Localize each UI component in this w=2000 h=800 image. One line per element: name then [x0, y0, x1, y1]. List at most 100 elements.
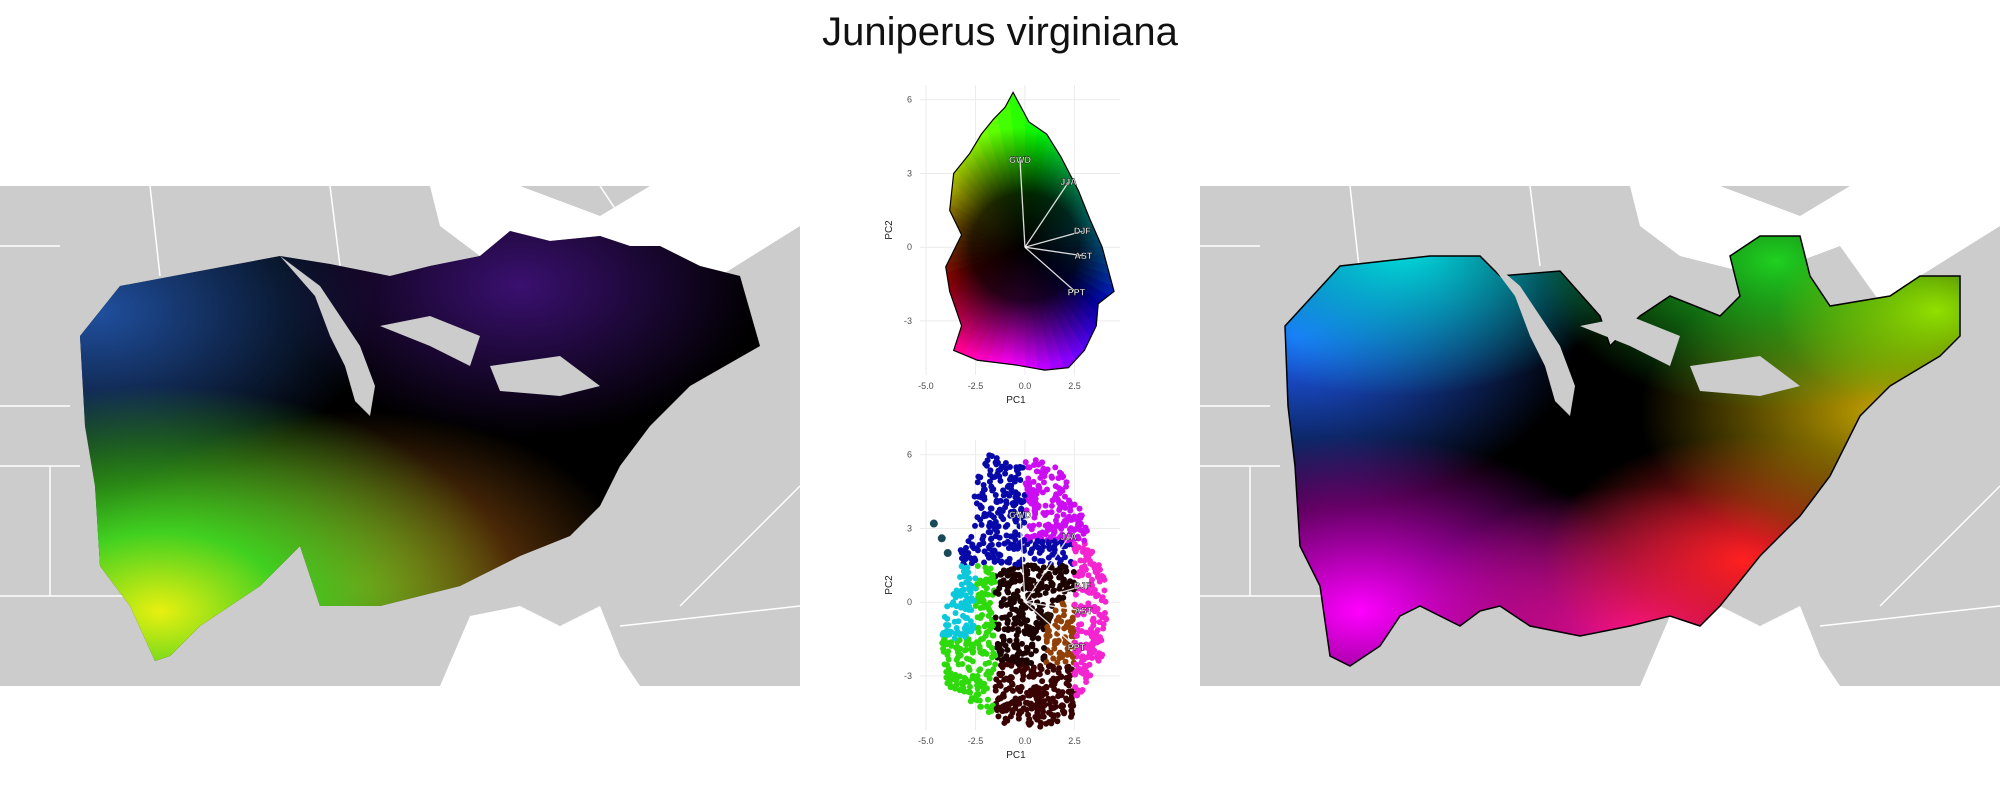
pca-point [1029, 633, 1036, 640]
pca-point [1064, 651, 1071, 658]
pca-point [1034, 537, 1041, 544]
pca-point [1088, 654, 1095, 661]
pca-point [984, 602, 991, 609]
pca-point [1044, 628, 1051, 635]
pca-point [941, 661, 948, 668]
pca-point [1065, 682, 1072, 689]
y-tick-label: 0 [907, 597, 912, 607]
pca-point [1077, 520, 1084, 527]
page-title: Juniperus virginiana [822, 10, 1178, 54]
pca-point [1022, 459, 1029, 466]
y-tick-label: -3 [904, 671, 912, 681]
pca-point [1017, 476, 1024, 483]
pca-point [1050, 655, 1057, 662]
pca-point [1035, 699, 1042, 706]
pca-point [1007, 533, 1014, 540]
pca-point [1022, 627, 1029, 634]
pca-point [945, 656, 952, 663]
pca-point [1042, 522, 1049, 529]
pca-point [986, 607, 993, 614]
great-lake [380, 316, 480, 366]
pca-point [1000, 707, 1007, 714]
pca-biplot-bottom: GWD JJA DJF AST PPT -5.0 -2.5 0.0 2.5 -3 0 3 6 PC1 PC… [884, 440, 1120, 761]
loading-label-djf: DJF [1074, 226, 1092, 236]
loading-vectors: GWD JJA DJF AST PPT [1009, 510, 1093, 653]
x-tick-label: 2.5 [1068, 381, 1081, 391]
pca-point [980, 482, 987, 489]
map-observed-climate [0, 186, 800, 686]
y-tick-label: 0 [907, 242, 912, 252]
map-predicted-climate [1200, 186, 2000, 686]
pca-point [966, 665, 973, 672]
pca-point [958, 563, 965, 570]
pca-point [1044, 585, 1051, 592]
great-lake [1690, 356, 1800, 396]
pca-point [1042, 502, 1049, 509]
pca-point [987, 505, 994, 512]
pca-point [1072, 684, 1079, 691]
pca-point [1040, 479, 1047, 486]
pca-point [995, 551, 1002, 558]
loading-arrow-gwd [1019, 514, 1026, 603]
pca-point [974, 672, 981, 679]
pca-point [1063, 483, 1070, 490]
pca-point [947, 682, 954, 689]
pca-point [1012, 705, 1019, 712]
pca-point [996, 534, 1003, 541]
pca-point [1061, 533, 1068, 540]
pca-point [990, 521, 997, 528]
pca-point [972, 575, 979, 582]
pca-point [1045, 544, 1052, 551]
pca-point [972, 602, 979, 609]
pca-point [1014, 588, 1021, 595]
pca-point [1040, 543, 1047, 550]
pca-point [985, 529, 992, 536]
pca-point [1056, 650, 1063, 657]
pca-point [1035, 502, 1042, 509]
pca-point [985, 709, 992, 716]
pca-point [979, 596, 986, 603]
pca-point [1072, 639, 1079, 646]
pca-point [1050, 588, 1057, 595]
pca-point [1047, 649, 1054, 656]
pca-point [1030, 495, 1037, 502]
pca-point [994, 498, 1001, 505]
pca-point [1081, 557, 1088, 564]
x-tick-label: -5.0 [918, 381, 934, 391]
pca-point [1089, 643, 1096, 650]
pca-point [989, 632, 996, 639]
pca-point [994, 704, 1001, 711]
pca-point [1049, 696, 1056, 703]
pca-point [975, 624, 982, 631]
pca-point [1072, 591, 1079, 598]
pca-point [1005, 567, 1012, 574]
pca-point [997, 466, 1004, 473]
pca-point [978, 521, 985, 528]
pca-point [986, 545, 993, 552]
pca-point [1019, 657, 1026, 664]
pca-point [980, 688, 987, 695]
pca-point [1054, 521, 1061, 528]
pca-point [1063, 568, 1070, 575]
pca-point [1011, 502, 1018, 509]
loading-label-ppt: PPT [1068, 643, 1086, 653]
loading-label-jja: JJA [1060, 532, 1077, 542]
pca-point [1070, 569, 1077, 576]
pca-point [1048, 564, 1055, 571]
state-borders [0, 186, 800, 627]
pca-point [1051, 528, 1058, 535]
pca-point [977, 666, 984, 673]
pca-point [1011, 644, 1018, 651]
pca-point [1085, 572, 1092, 579]
pca-point [996, 679, 1003, 686]
pca-point [1051, 543, 1058, 550]
pca-point [1024, 689, 1031, 696]
pca-point [1071, 560, 1078, 567]
pca-point [1063, 697, 1070, 704]
pca-point [981, 513, 988, 520]
pca-point [1089, 617, 1096, 624]
pca-point [1089, 582, 1096, 589]
pca-point [1071, 527, 1078, 534]
pca-point [1036, 690, 1043, 697]
x-tick-label: 2.5 [1068, 736, 1081, 746]
